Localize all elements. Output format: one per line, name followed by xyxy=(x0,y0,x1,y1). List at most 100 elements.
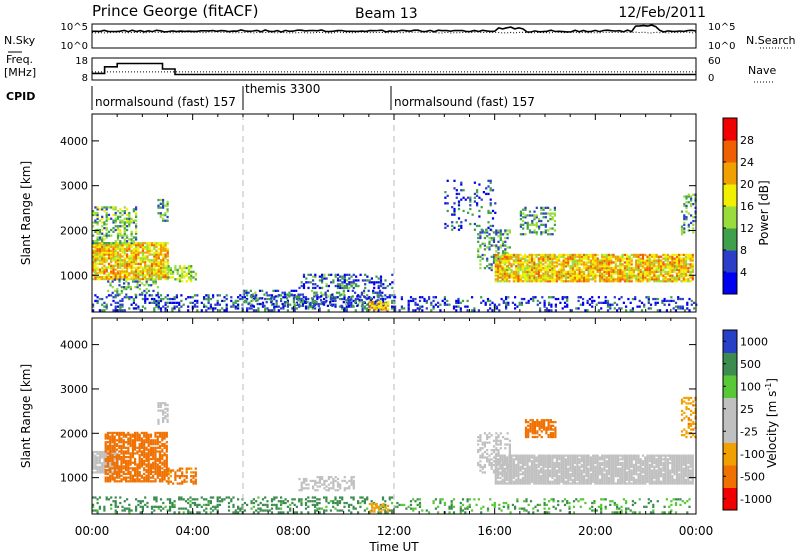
data-cell xyxy=(571,261,574,264)
data-cell xyxy=(614,265,617,268)
data-cell xyxy=(119,230,122,233)
data-cell xyxy=(473,309,476,312)
colorbar-swatch xyxy=(723,206,737,229)
data-cell xyxy=(394,307,397,310)
data-cell xyxy=(114,511,117,514)
data-cell xyxy=(689,280,692,283)
data-cell xyxy=(92,266,95,269)
colorbar-tick-label: 16 xyxy=(740,200,754,213)
data-cell xyxy=(489,198,492,201)
data-cell xyxy=(156,435,159,438)
data-cell xyxy=(132,210,135,213)
data-cell xyxy=(480,296,483,299)
data-cell xyxy=(621,278,624,281)
data-cell xyxy=(691,276,694,279)
data-cell xyxy=(578,280,581,283)
data-cell xyxy=(180,299,183,303)
data-cell xyxy=(128,260,131,264)
data-cell xyxy=(101,242,104,245)
data-cell xyxy=(434,296,437,299)
data-cell xyxy=(311,299,314,303)
data-cell xyxy=(571,278,574,281)
data-cell xyxy=(439,309,442,312)
data-cell xyxy=(521,265,524,268)
data-cell xyxy=(564,278,568,281)
data-cell xyxy=(146,266,149,269)
data-cell xyxy=(551,270,554,273)
data-cell xyxy=(612,276,615,279)
data-cell xyxy=(161,448,164,451)
data-cell xyxy=(293,305,296,308)
data-cell xyxy=(660,265,663,268)
data-cell xyxy=(131,450,134,453)
data-cell xyxy=(94,259,97,262)
data-cell xyxy=(495,231,498,234)
data-cell xyxy=(162,198,165,202)
data-cell xyxy=(112,244,115,247)
data-cell xyxy=(141,244,144,247)
data-cell xyxy=(626,255,629,258)
data-cell xyxy=(141,277,144,281)
data-cell xyxy=(166,262,169,266)
data-cell xyxy=(662,257,665,260)
data-cell xyxy=(307,307,310,310)
data-cell xyxy=(457,224,461,228)
data-cell xyxy=(673,263,676,266)
data-cell xyxy=(665,299,668,303)
data-cell xyxy=(479,246,482,249)
freq-label-line1: Freq. xyxy=(6,53,33,66)
data-cell xyxy=(96,511,99,514)
data-cell xyxy=(594,272,597,275)
data-cell xyxy=(519,259,522,262)
data-cell xyxy=(178,475,181,478)
data-cell xyxy=(515,261,518,264)
data-cell xyxy=(275,507,278,510)
data-cell xyxy=(138,450,141,453)
data-cell xyxy=(526,278,529,281)
data-cell xyxy=(103,463,106,467)
data-cell xyxy=(136,463,139,466)
data-cell xyxy=(327,487,330,490)
data-cell xyxy=(477,255,480,258)
data-cell xyxy=(190,274,193,277)
data-cell xyxy=(143,284,146,287)
data-cell xyxy=(587,278,590,281)
data-cell xyxy=(207,501,210,505)
data-cell xyxy=(159,264,163,267)
data-cell xyxy=(158,441,162,444)
data-cell xyxy=(148,268,151,271)
data-cell xyxy=(148,276,151,279)
data-cell xyxy=(483,231,486,234)
data-cell xyxy=(155,255,158,258)
data-cell xyxy=(571,274,574,277)
data-cell xyxy=(158,452,162,455)
data-cell xyxy=(153,257,156,260)
data-cell xyxy=(370,500,373,503)
data-cell xyxy=(336,503,339,507)
data-cell xyxy=(528,259,531,262)
data-cell xyxy=(350,283,353,286)
data-cell xyxy=(524,233,527,236)
data-cell xyxy=(139,505,142,508)
data-cell xyxy=(105,498,108,501)
data-cell xyxy=(562,280,565,283)
data-cell xyxy=(619,280,622,283)
data-cell xyxy=(280,294,283,297)
data-cell xyxy=(205,507,208,510)
data-cell xyxy=(400,307,403,310)
data-cell xyxy=(126,245,129,249)
data-cell xyxy=(655,255,658,258)
data-cell xyxy=(530,257,534,260)
data-cell xyxy=(144,268,147,271)
data-cell xyxy=(576,255,579,258)
data-cell xyxy=(144,294,147,297)
data-cell xyxy=(152,467,155,470)
data-cell xyxy=(105,270,108,273)
data-cell xyxy=(670,299,673,303)
data-cell xyxy=(185,475,188,478)
data-cell xyxy=(101,309,104,312)
data-cell xyxy=(110,303,113,306)
data-cell xyxy=(560,265,563,268)
data-cell xyxy=(163,454,166,457)
